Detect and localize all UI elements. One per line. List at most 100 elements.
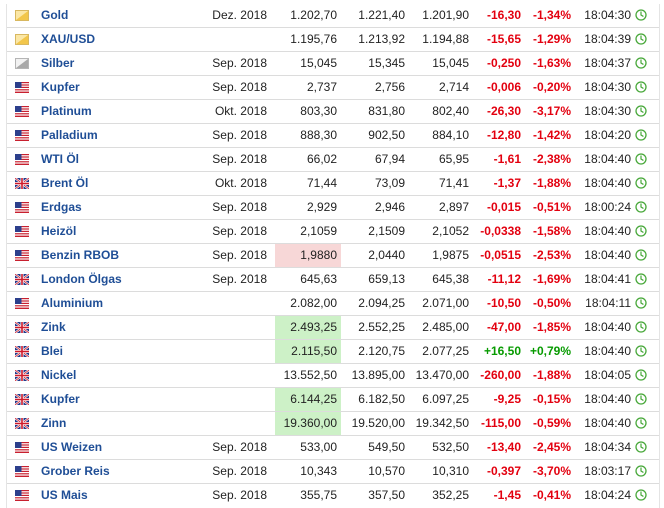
- commodity-name-link[interactable]: Brent Öl: [41, 176, 89, 190]
- commodity-row[interactable]: Erdgas Sep. 2018 2,929 2,946 2,897 -0,015 -0,5…: [7, 196, 659, 220]
- low-price: 802,40: [432, 104, 469, 118]
- clock-icon: [635, 393, 647, 405]
- update-time: 18:04:40: [584, 224, 631, 238]
- change-value: -11,12: [487, 272, 521, 286]
- contract-month: [203, 292, 267, 315]
- high-price: 2.552,25: [358, 320, 405, 334]
- change-value: -10,50: [486, 296, 521, 310]
- low-price: 10,310: [432, 464, 469, 478]
- commodity-row[interactable]: US Mais Sep. 2018 355,75 357,50 352,25 -1,45-…: [7, 484, 659, 508]
- us-flag-icon: [15, 202, 29, 213]
- low-price: 2,897: [438, 200, 469, 214]
- change-percent: -0,20%: [532, 80, 571, 94]
- clock-icon: [635, 33, 647, 45]
- commodity-row[interactable]: Kupfer Sep. 2018 2,737 2,756 2,714 -0,006 -0,2…: [7, 76, 659, 100]
- high-price: 357,50: [368, 488, 405, 502]
- commodity-name-link[interactable]: Zinn: [41, 416, 67, 430]
- commodity-name-link[interactable]: Silber: [41, 56, 75, 70]
- update-time: 18:04:40: [584, 344, 631, 358]
- change-percent: -1,58%: [532, 224, 571, 238]
- contract-month: Dez. 2018: [212, 8, 267, 22]
- commodity-row[interactable]: Kupfer 6.144,25 6.182,50 6.097,25 -9,25 -0,15…: [7, 388, 659, 412]
- uk-flag-icon: [14, 177, 30, 190]
- commodity-name-link[interactable]: Zink: [41, 320, 66, 334]
- last-price: 888,30: [300, 128, 337, 142]
- uk-flag-icon: [14, 369, 30, 382]
- high-price: 549,50: [368, 440, 405, 454]
- commodity-name-link[interactable]: Platinum: [41, 104, 92, 118]
- low-price: 2.071,00: [422, 296, 469, 310]
- commodity-name-link[interactable]: Nickel: [41, 368, 77, 382]
- change-value: -12,80: [486, 128, 521, 142]
- last-price: 1.195,76: [290, 32, 337, 46]
- commodity-row[interactable]: Gold Dez. 2018 1.202,70 1.221,40 1.201,90 -16…: [7, 4, 659, 28]
- commodity-name-link[interactable]: WTI Öl: [41, 152, 79, 166]
- last-price: 2,1059: [300, 224, 337, 238]
- low-price: 13.470,00: [415, 368, 469, 382]
- high-price: 10,570: [368, 464, 405, 478]
- last-price: 355,75: [300, 488, 337, 502]
- commodity-row[interactable]: Zink 2.493,25 2.552,25 2.485,00 -47,00 -1,85%…: [7, 316, 659, 340]
- commodity-row[interactable]: WTI Öl Sep. 2018 66,02 67,94 65,95 -1,61 -2,38…: [7, 148, 659, 172]
- us-flag-icon: [15, 298, 29, 309]
- commodity-name-link[interactable]: Erdgas: [41, 200, 82, 214]
- commodity-name-link[interactable]: US Mais: [41, 488, 88, 502]
- commodity-name-link[interactable]: London Ölgas: [41, 272, 122, 286]
- low-price: 2.077,25: [422, 344, 469, 358]
- clock-icon: [635, 297, 647, 309]
- commodity-name-link[interactable]: Heizöl: [41, 224, 77, 238]
- update-time: 18:04:30: [584, 8, 631, 22]
- low-price: 6.097,25: [422, 392, 469, 406]
- commodity-name-link[interactable]: US Weizen: [41, 440, 103, 454]
- commodity-row[interactable]: London Ölgas Sep. 2018 645,63 659,13 645,38 -…: [7, 268, 659, 292]
- low-price: 65,95: [438, 152, 469, 166]
- commodity-row[interactable]: US Weizen Sep. 2018 533,00 549,50 532,50 -13,…: [7, 436, 659, 460]
- clock-icon: [635, 57, 647, 69]
- change-percent: -1,42%: [532, 128, 571, 142]
- contract-month: Sep. 2018: [212, 272, 267, 286]
- us-flag-icon: [15, 130, 29, 141]
- high-price: 13.895,00: [351, 368, 405, 382]
- commodity-row[interactable]: Palladium Sep. 2018 888,30 902,50 884,10 -12,…: [7, 124, 659, 148]
- change-percent: +0,79%: [529, 344, 571, 358]
- us-flag-icon: [15, 82, 29, 93]
- change-percent: -0,59%: [532, 416, 571, 430]
- commodity-name-link[interactable]: Palladium: [41, 128, 98, 142]
- commodity-name-link[interactable]: XAU/USD: [41, 32, 96, 46]
- clock-icon: [635, 201, 647, 213]
- commodity-row[interactable]: Blei 2.115,50 2.120,75 2.077,25 +16,50 +0,79%…: [7, 340, 659, 364]
- commodity-name-link[interactable]: Benzin RBOB: [41, 248, 119, 262]
- commodity-name-link[interactable]: Aluminium: [41, 296, 103, 310]
- high-price: 67,94: [374, 152, 405, 166]
- commodity-row[interactable]: Zinn 19.360,00 19.520,00 19.342,50 -115,00 -0…: [7, 412, 659, 436]
- change-percent: -2,45%: [532, 440, 571, 454]
- change-value: -1,45: [493, 488, 521, 502]
- contract-month: Sep. 2018: [212, 56, 267, 70]
- commodity-row[interactable]: Aluminium 2.082,00 2.094,25 2.071,00 -10,50-…: [7, 292, 659, 316]
- commodity-row[interactable]: Nickel 13.552,50 13.895,00 13.470,00 -260,00…: [7, 364, 659, 388]
- commodity-name-link[interactable]: Kupfer: [41, 80, 80, 94]
- commodity-name-link[interactable]: Kupfer: [41, 392, 80, 406]
- commodity-row[interactable]: Benzin RBOB Sep. 2018 1,9880 2,0440 1,9875 -0…: [7, 244, 659, 268]
- us-flag-icon: [15, 442, 29, 453]
- high-price: 73,09: [374, 176, 405, 190]
- update-time: 18:04:30: [584, 104, 631, 118]
- commodity-name-link[interactable]: Grober Reis: [41, 464, 110, 478]
- commodity-row[interactable]: Silber Sep. 2018 15,045 15,345 15,045 -0,250-…: [7, 52, 659, 76]
- last-price: 645,63: [300, 272, 337, 286]
- last-price: 2.115,50: [275, 340, 341, 363]
- commodity-row[interactable]: Heizöl Sep. 2018 2,1059 2,1509 2,1052 -0,0338…: [7, 220, 659, 244]
- commodity-row[interactable]: XAU/USD 1.195,76 1.213,92 1.194,88 -15,65 -1,…: [7, 28, 659, 52]
- commodity-row[interactable]: Platinum Okt. 2018 803,30 831,80 802,40 -26,3…: [7, 100, 659, 124]
- high-price: 19.520,00: [351, 416, 405, 430]
- clock-icon: [635, 9, 647, 21]
- update-time: 18:04:41: [584, 272, 631, 286]
- commodity-row[interactable]: Grober Reis Sep. 2018 10,343 10,570 10,310 -0…: [7, 460, 659, 484]
- high-price: 1.213,92: [358, 32, 405, 46]
- last-price: 6.144,25: [275, 388, 341, 411]
- low-price: 884,10: [432, 128, 469, 142]
- commodity-name-link[interactable]: Blei: [41, 344, 64, 358]
- commodity-name-link[interactable]: Gold: [41, 8, 69, 22]
- commodity-row[interactable]: Brent Öl Okt. 2018 71,44 73,09 71,41 -1,37 -1,…: [7, 172, 659, 196]
- contract-month: Sep. 2018: [212, 488, 267, 502]
